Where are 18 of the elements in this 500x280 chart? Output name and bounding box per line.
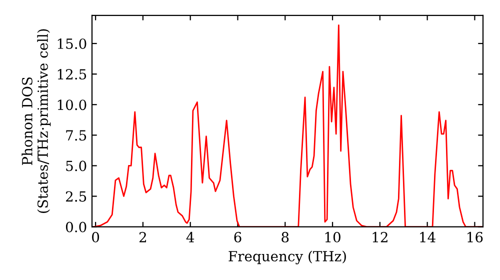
y-tick-label: 15.0 — [58, 38, 86, 49]
y-tick-label: 10.0 — [58, 100, 86, 110]
y-tick-label: 2.5 — [66, 191, 86, 202]
x-tick-label: 12 — [372, 232, 388, 242]
y-tick-label: 5.0 — [66, 160, 86, 172]
x-tick-label: 0 — [92, 232, 100, 242]
x-tick-label: 10 — [325, 232, 340, 242]
x-axis-title: Frequency (THz) — [228, 250, 346, 264]
x-tick-label: 4 — [186, 232, 194, 242]
x-tick-label: 2 — [139, 232, 146, 242]
y-tick-label: 0.0 — [66, 222, 86, 232]
x-tick-label: 16 — [468, 232, 483, 242]
y-tick-label: 12.5 — [58, 69, 86, 80]
x-tick-label: 6 — [234, 232, 242, 242]
y-axis-title: Phonon DOS (States/THz·primitive cell) — [22, 29, 51, 213]
x-tick-label: 8 — [282, 232, 289, 242]
y-tick-label: 7.5 — [66, 130, 86, 141]
x-tick-label: 14 — [420, 232, 436, 242]
